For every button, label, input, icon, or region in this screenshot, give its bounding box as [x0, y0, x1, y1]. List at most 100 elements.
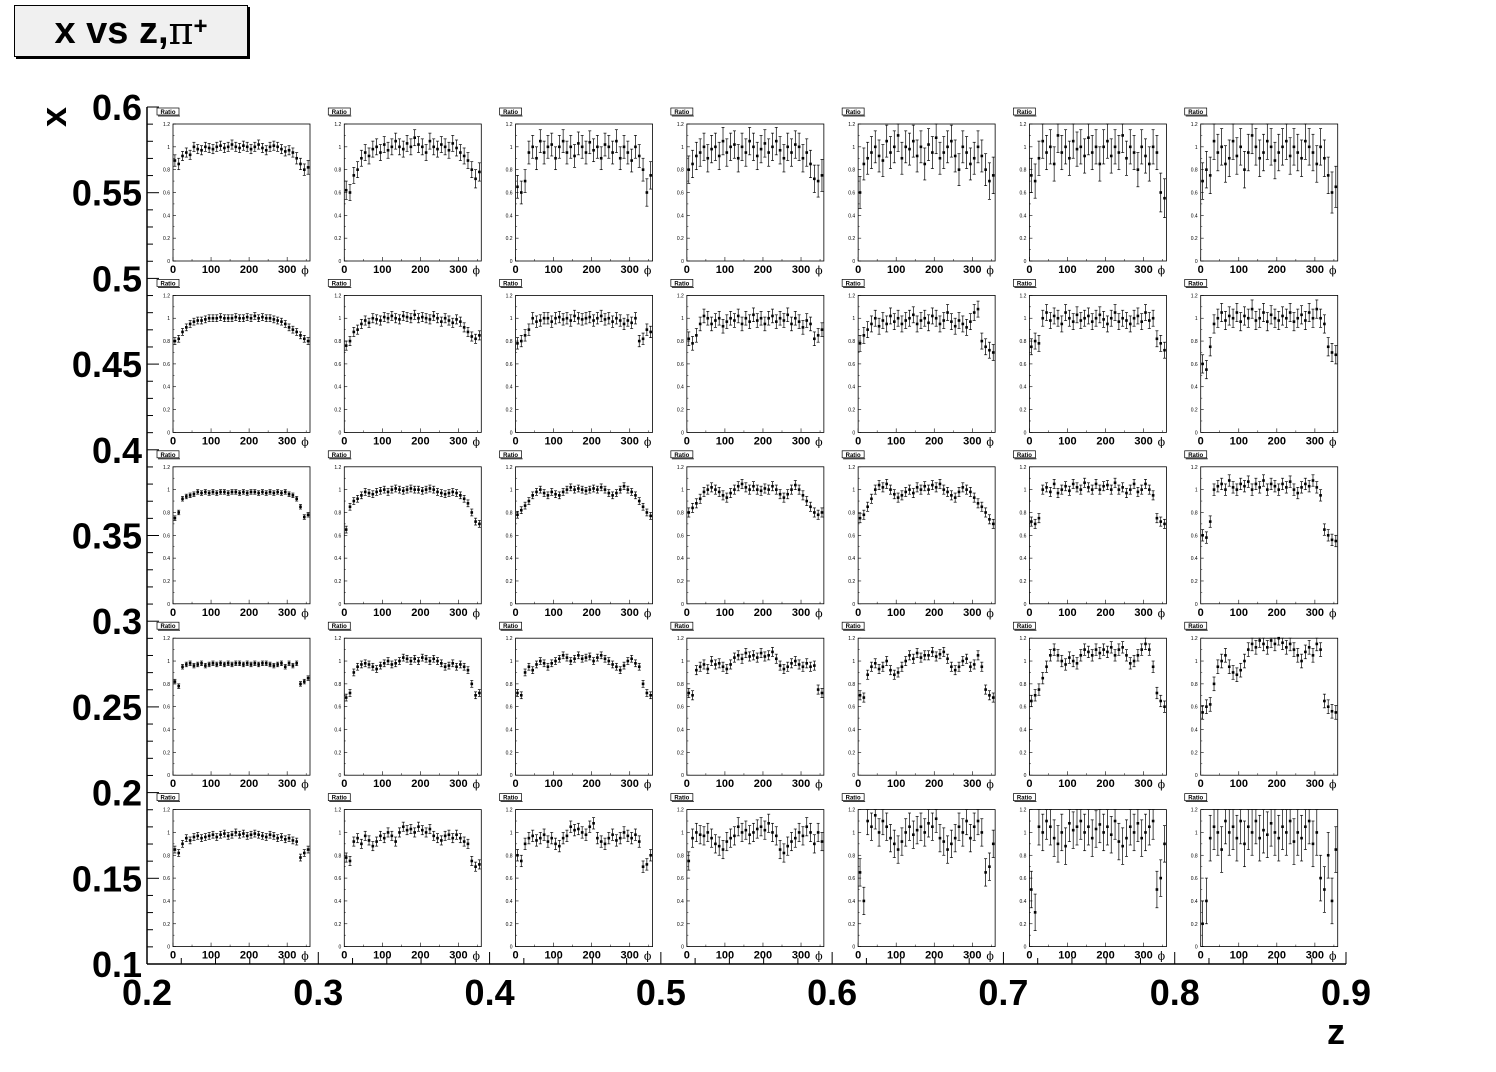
panel-legend-box: [670, 279, 694, 287]
data-point: [242, 663, 245, 666]
data-point: [1296, 151, 1300, 154]
data-point: [725, 320, 729, 323]
data-point: [299, 682, 302, 686]
panel-frame: [1029, 637, 1167, 776]
y-tick-label: 0.35: [72, 516, 142, 557]
panel-y-tick-label: 0.4: [163, 728, 170, 734]
data-point: [984, 688, 987, 691]
panel-y-tick-label: 0.6: [1019, 533, 1026, 539]
data-point: [588, 655, 592, 658]
panel-legend-box: [156, 621, 180, 630]
data-point: [1266, 320, 1269, 323]
data-point: [1205, 368, 1208, 371]
data-point: [371, 665, 375, 669]
panel-x-tick-label: 0: [170, 607, 176, 619]
data-point: [752, 145, 755, 149]
panel-x-tick-label: 200: [925, 778, 943, 790]
data-point: [1064, 311, 1067, 314]
data-point: [763, 655, 767, 658]
data-point: [1106, 322, 1109, 326]
data-point: [546, 316, 550, 320]
panel-r3-c1: Ratio 0 0.2 0.4 0.6 0.8 1 1.2 0 100 200 300 ϕ: [327, 621, 482, 791]
data-point: [1148, 162, 1151, 166]
panel-x-tick-label: 0: [513, 607, 519, 619]
data-point: [984, 168, 987, 171]
data-point: [618, 488, 622, 491]
data-point: [599, 654, 603, 657]
data-point: [352, 174, 356, 177]
panel-x-tick-label: 0: [1026, 264, 1032, 276]
panel-x-tick-label: 300: [1306, 435, 1324, 447]
data-point: [470, 511, 474, 514]
data-point: [729, 491, 732, 495]
panel-y-tick-label: 0.8: [1019, 339, 1026, 345]
data-point: [1330, 538, 1334, 542]
panel-frame: [686, 466, 825, 605]
panel-y-tick-label: 1.2: [1191, 465, 1198, 471]
data-point: [516, 185, 519, 189]
panel-y-tick-label: 0.8: [848, 339, 855, 345]
panel-legend-box: [670, 450, 694, 459]
data-point: [223, 490, 226, 494]
data-point: [1277, 151, 1281, 154]
data-point: [698, 665, 702, 669]
panel-legend-label: Ratio: [1017, 453, 1032, 459]
data-point: [1117, 151, 1121, 154]
data-point: [1288, 311, 1292, 314]
panel-x-axis-title: ϕ: [644, 264, 652, 277]
data-point: [710, 322, 713, 326]
data-point: [786, 145, 790, 149]
data-point: [550, 490, 554, 494]
data-point: [283, 150, 287, 153]
panel-x-tick-label: 0: [1026, 778, 1032, 790]
panel-frame: [343, 637, 482, 776]
data-point: [398, 659, 401, 663]
data-point: [409, 659, 413, 663]
panel-x-tick-label: 200: [1268, 435, 1286, 447]
data-point: [207, 316, 211, 320]
data-point: [752, 654, 755, 657]
panel-x-axis-title: ϕ: [986, 778, 994, 791]
panel-x-tick-label: 200: [583, 778, 601, 790]
data-point: [881, 319, 885, 322]
y-tick-label: 0.2: [92, 773, 142, 814]
data-point: [892, 145, 896, 149]
data-point: [611, 494, 614, 497]
data-point: [637, 499, 641, 503]
panel-x-tick-label: 300: [963, 264, 981, 276]
data-point: [1113, 311, 1117, 314]
data-point: [367, 663, 371, 666]
data-point: [291, 151, 295, 154]
data-point: [451, 321, 455, 325]
panel-y-tick-label: 1: [510, 316, 513, 322]
panel-x-tick-label: 300: [449, 607, 467, 619]
panel-frame: [515, 466, 653, 605]
data-point: [523, 179, 527, 183]
data-point: [1109, 316, 1113, 320]
data-point: [1273, 159, 1277, 162]
panel-y-tick-label: 0: [852, 773, 855, 779]
data-point: [1208, 174, 1212, 177]
data-point: [577, 654, 580, 657]
data-point: [637, 154, 641, 158]
y-tick-label: 0.5: [92, 258, 142, 299]
data-point: [580, 488, 584, 491]
panel-x-tick-label: 100: [373, 435, 391, 447]
data-point: [1090, 320, 1094, 323]
data-point: [1285, 316, 1288, 320]
panel-y-tick-label: 1.2: [848, 465, 855, 471]
data-point: [1109, 488, 1113, 491]
data-point: [908, 488, 911, 491]
data-point: [386, 659, 390, 663]
data-point: [523, 504, 527, 507]
panel-y-tick-label: 0.6: [1019, 705, 1026, 711]
data-point: [870, 322, 873, 326]
panel-legend-label: Ratio: [332, 453, 347, 459]
panel-legend-box: [499, 621, 522, 630]
panel-x-tick-label: 200: [1268, 607, 1286, 619]
data-point: [634, 145, 637, 149]
data-point: [1106, 650, 1109, 654]
data-point: [965, 326, 968, 329]
data-point: [1281, 314, 1284, 318]
